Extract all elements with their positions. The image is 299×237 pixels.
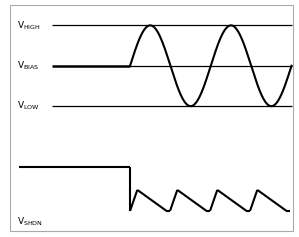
Text: V$_{\mathsf{LOW}}$: V$_{\mathsf{LOW}}$ <box>17 100 40 112</box>
Text: V$_{\mathsf{HIGH}}$: V$_{\mathsf{HIGH}}$ <box>17 19 41 32</box>
Text: V$_{\mathsf{SHDN}}$: V$_{\mathsf{SHDN}}$ <box>17 215 43 228</box>
Text: V$_{\mathsf{BIAS}}$: V$_{\mathsf{BIAS}}$ <box>17 59 40 72</box>
